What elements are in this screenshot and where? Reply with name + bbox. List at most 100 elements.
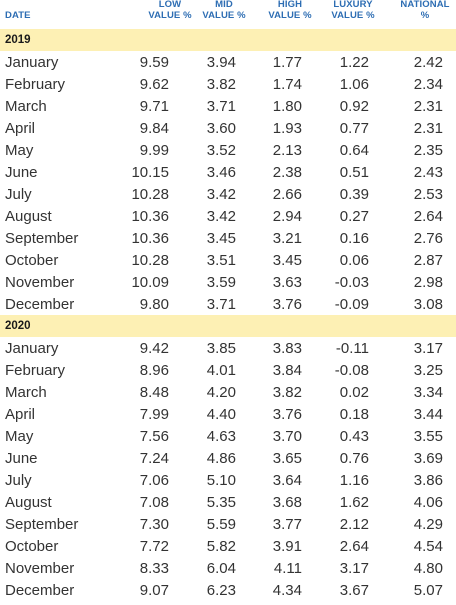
cell-mid-value: 3.59 <box>206 274 236 291</box>
cell-high-value: 4.11 <box>273 560 302 577</box>
cell-low-value: 8.48 <box>139 384 169 401</box>
cell-luxury-value: 0.92 <box>339 98 369 115</box>
cell-low-value: 10.36 <box>131 208 169 225</box>
table-row: August 10.36 3.42 2.94 0.27 2.64 <box>0 205 456 227</box>
cell-high-value: 3.76 <box>272 296 302 313</box>
cell-mid-value: 3.60 <box>206 120 236 137</box>
cell-month: February <box>5 362 66 379</box>
cell-luxury-value: 3.67 <box>339 582 369 599</box>
cell-month: October <box>5 252 59 269</box>
table-row: August 7.08 5.35 3.68 1.62 4.06 <box>0 491 456 513</box>
cell-low-value: 9.84 <box>139 120 169 137</box>
cell-month: December <box>5 296 75 313</box>
cell-low-value: 9.07 <box>139 582 169 599</box>
cell-high-value: 1.74 <box>272 76 302 93</box>
cell-high-value: 3.21 <box>272 230 302 247</box>
cell-low-value: 7.72 <box>139 538 169 555</box>
table-row: March 8.48 4.20 3.82 0.02 3.34 <box>0 381 456 403</box>
table-row: April 9.84 3.60 1.93 0.77 2.31 <box>0 117 456 139</box>
table-row: April 7.99 4.40 3.76 0.18 3.44 <box>0 403 456 425</box>
cell-low-value: 7.30 <box>139 516 169 533</box>
cell-national: 4.06 <box>413 494 443 511</box>
cell-mid-value: 4.40 <box>206 406 236 423</box>
table-row: November 10.09 3.59 3.63 -0.03 2.98 <box>0 271 456 293</box>
cell-luxury-value: 0.64 <box>339 142 369 159</box>
table-row: June 7.24 4.86 3.65 0.76 3.69 <box>0 447 456 469</box>
cell-month: May <box>5 142 34 159</box>
cell-high-value: 3.64 <box>272 472 302 489</box>
cell-month: December <box>5 582 75 599</box>
cell-high-value: 2.13 <box>272 142 302 159</box>
cell-luxury-value: 0.16 <box>339 230 369 247</box>
cell-national: 3.86 <box>413 472 443 489</box>
cell-month: May <box>5 428 34 445</box>
cell-month: July <box>5 186 32 203</box>
cell-luxury-value: 0.76 <box>339 450 369 467</box>
cell-month: July <box>5 472 32 489</box>
cell-month: March <box>5 384 47 401</box>
table-row: May 9.99 3.52 2.13 0.64 2.35 <box>0 139 456 161</box>
cell-low-value: 9.71 <box>139 98 169 115</box>
cell-luxury-value: 0.39 <box>339 186 369 203</box>
table-row: January 9.42 3.85 3.83 -0.11 3.17 <box>0 337 456 359</box>
cell-high-value: 1.80 <box>272 98 302 115</box>
cell-low-value: 7.56 <box>139 428 169 445</box>
cell-low-value: 10.28 <box>131 252 169 269</box>
cell-national: 2.87 <box>413 252 443 269</box>
cell-national: 2.42 <box>413 54 443 71</box>
cell-high-value: 3.68 <box>272 494 302 511</box>
header-mid-value: MID VALUE % <box>202 0 246 21</box>
cell-low-value: 10.36 <box>131 230 169 247</box>
cell-month: August <box>5 208 52 225</box>
cell-luxury-value: 0.18 <box>339 406 369 423</box>
cell-national: 2.34 <box>413 76 443 93</box>
cell-high-value: 4.34 <box>272 582 302 599</box>
table-row: October 10.28 3.51 3.45 0.06 2.87 <box>0 249 456 271</box>
cell-mid-value: 3.42 <box>206 186 236 203</box>
cell-high-value: 1.93 <box>272 120 302 137</box>
cell-mid-value: 3.51 <box>206 252 236 269</box>
table-row: February 8.96 4.01 3.84 -0.08 3.25 <box>0 359 456 381</box>
cell-high-value: 3.65 <box>272 450 302 467</box>
cell-luxury-value: -0.03 <box>334 274 369 291</box>
cell-national: 4.54 <box>413 538 443 555</box>
cell-low-value: 7.08 <box>139 494 169 511</box>
cell-national: 2.64 <box>413 208 443 225</box>
cell-mid-value: 6.04 <box>206 560 236 577</box>
header-luxury-value: LUXURY VALUE % <box>331 0 375 21</box>
cell-national: 2.35 <box>413 142 443 159</box>
table-row: September 7.30 5.59 3.77 2.12 4.29 <box>0 513 456 535</box>
year-row: 2019 <box>0 29 456 51</box>
cell-month: September <box>5 516 79 533</box>
year-label: 2019 <box>5 34 31 46</box>
table-row: December 9.07 6.23 4.34 3.67 5.07 <box>0 579 456 601</box>
cell-luxury-value: -0.11 <box>335 340 369 357</box>
cell-low-value: 7.99 <box>139 406 169 423</box>
cell-mid-value: 3.82 <box>206 76 236 93</box>
cell-luxury-value: 2.12 <box>339 516 369 533</box>
cell-national: 4.80 <box>413 560 443 577</box>
cell-month: November <box>5 274 75 291</box>
table-row: December 9.80 3.71 3.76 -0.09 3.08 <box>0 293 456 315</box>
cell-low-value: 7.06 <box>139 472 169 489</box>
table-row: September 10.36 3.45 3.21 0.16 2.76 <box>0 227 456 249</box>
cell-low-value: 9.59 <box>139 54 169 71</box>
cell-low-value: 8.96 <box>139 362 169 379</box>
cell-mid-value: 3.52 <box>206 142 236 159</box>
cell-low-value: 9.80 <box>139 296 169 313</box>
table-row: February 9.62 3.82 1.74 1.06 2.34 <box>0 73 456 95</box>
cell-luxury-value: -0.08 <box>334 362 369 379</box>
cell-mid-value: 3.94 <box>206 54 236 71</box>
cell-high-value: 3.83 <box>272 340 302 357</box>
cell-high-value: 3.82 <box>272 384 302 401</box>
cell-mid-value: 4.20 <box>206 384 236 401</box>
cell-high-value: 3.70 <box>272 428 302 445</box>
cell-month: January <box>5 340 59 357</box>
cell-mid-value: 3.46 <box>206 164 236 181</box>
cell-high-value: 3.76 <box>272 406 302 423</box>
cell-luxury-value: 0.77 <box>339 120 369 137</box>
cell-high-value: 2.38 <box>272 164 302 181</box>
table-row: March 9.71 3.71 1.80 0.92 2.31 <box>0 95 456 117</box>
cell-national: 2.53 <box>413 186 443 203</box>
